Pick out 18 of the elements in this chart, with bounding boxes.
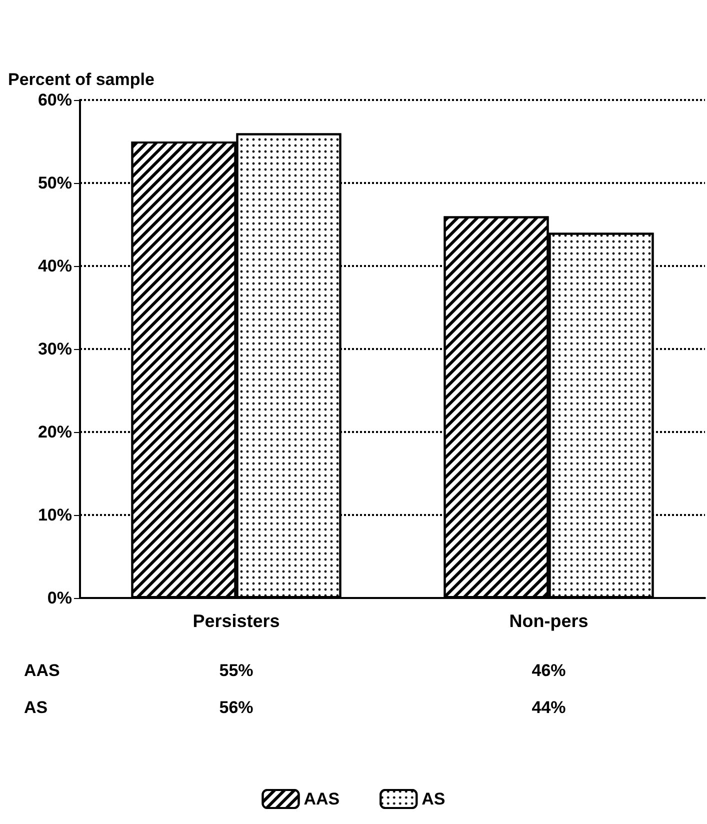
data-label: 56% xyxy=(219,698,254,717)
x-tick-label: Non-pers xyxy=(509,611,588,631)
y-tick-label: 60% xyxy=(38,90,72,110)
text: AS xyxy=(24,698,48,717)
x-tick-label: Persisters xyxy=(192,611,280,631)
y-tick-label: 0% xyxy=(47,588,72,608)
y-tick-label: 40% xyxy=(38,256,72,276)
y-axis-title: Percent of sample xyxy=(8,70,154,89)
legend-label: AS xyxy=(422,790,446,808)
y-tick-label: 20% xyxy=(38,422,72,442)
y-tick-label: 50% xyxy=(38,174,72,192)
data-label: 55% xyxy=(219,661,254,680)
text: AAS xyxy=(24,661,60,680)
y-tick-label: 30% xyxy=(38,340,72,358)
data-label: 44% xyxy=(532,698,566,717)
data-label: 46% xyxy=(532,661,566,680)
legend-label: AAS xyxy=(304,790,340,808)
y-tick-label: 10% xyxy=(38,506,72,524)
